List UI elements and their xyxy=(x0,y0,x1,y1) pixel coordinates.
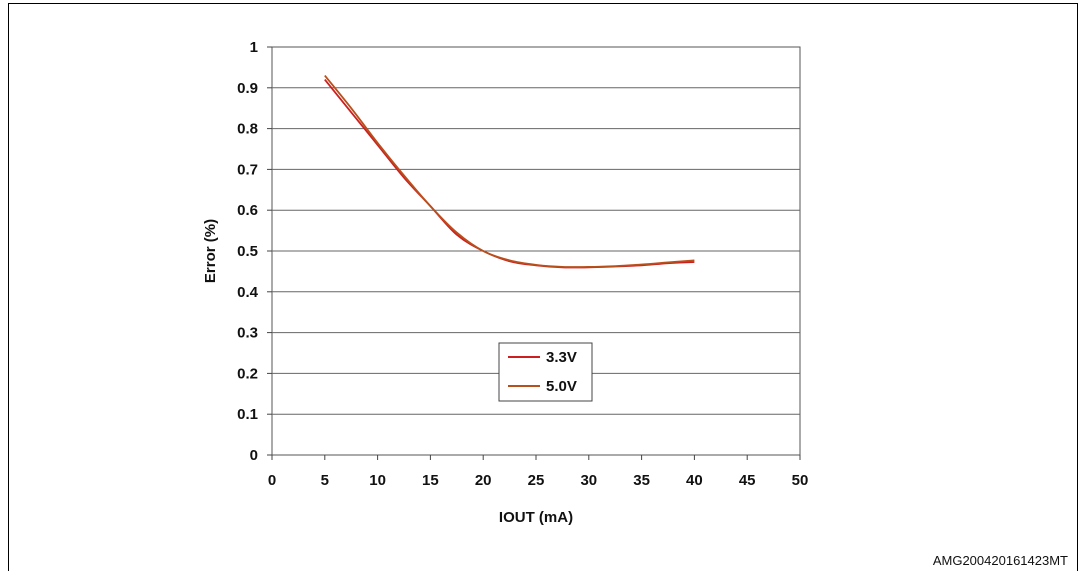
x-tick-label: 10 xyxy=(369,472,386,489)
y-tick-label: 0.1 xyxy=(237,406,258,423)
x-tick-label: 30 xyxy=(580,472,597,489)
x-axis-ticks: 0 5 10 15 20 25 30 35 40 45 50 xyxy=(268,455,809,489)
x-tick-label: 35 xyxy=(633,472,650,489)
y-tick-label: 0 xyxy=(250,447,258,464)
x-tick-label: 45 xyxy=(739,472,756,489)
figure-code: AMG200420161423MT xyxy=(932,553,1068,568)
y-tick-label: 1 xyxy=(250,39,258,56)
series-line-5v0 xyxy=(324,75,695,269)
x-tick-label: 0 xyxy=(268,472,276,489)
y-tick-label: 0.9 xyxy=(237,80,258,97)
y-tick-label: 0.7 xyxy=(237,161,258,178)
figure-frame xyxy=(8,3,1078,571)
legend-box xyxy=(498,342,593,402)
x-axis-label: IOUT (mA) xyxy=(499,509,573,526)
x-tick-label: 40 xyxy=(686,472,703,489)
y-tick-label: 0.8 xyxy=(237,121,258,138)
y-tick-label: 0.4 xyxy=(237,284,259,301)
y-axis-label: Error (%) xyxy=(202,219,219,283)
x-tick-label: 20 xyxy=(475,472,492,489)
y-axis-ticks: 0 0.1 0.2 0.3 0.4 0.5 0.6 0.7 0.8 0.9 1 xyxy=(237,39,272,464)
series-lines xyxy=(324,75,695,269)
legend-label: 5.0V xyxy=(546,378,577,395)
x-tick-label: 15 xyxy=(422,472,439,489)
y-tick-label: 0.6 xyxy=(237,202,258,219)
y-tick-label: 0.5 xyxy=(237,243,258,260)
x-tick-label: 5 xyxy=(321,472,329,489)
y-tick-label: 0.2 xyxy=(237,365,258,382)
x-tick-label: 25 xyxy=(528,472,545,489)
legend-label: 3.3V xyxy=(546,349,577,366)
y-tick-label: 0.3 xyxy=(237,325,258,342)
gridlines xyxy=(272,87,800,415)
x-tick-label: 50 xyxy=(792,472,809,489)
legend: 3.3V 5.0V xyxy=(498,342,593,402)
